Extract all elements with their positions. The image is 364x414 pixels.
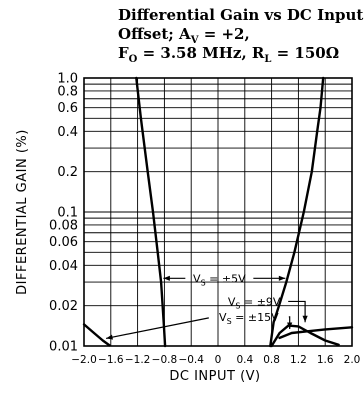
chart-title-line-1: Differential Gain vs DC Input xyxy=(118,6,363,24)
curve-vs15-right xyxy=(278,326,354,340)
x-tick-label: 1.6 xyxy=(317,354,334,366)
y-tick-label: 0.8 xyxy=(57,84,78,99)
x-tick-label: 1.2 xyxy=(290,354,307,366)
arrowhead xyxy=(163,275,170,281)
x-axis-label: DC INPUT (V) xyxy=(169,369,260,384)
y-tick-label: 1.0 xyxy=(57,72,78,87)
arrowhead xyxy=(302,315,308,323)
y-tick-label: 0.01 xyxy=(49,340,78,355)
x-tick-label: 2.0 xyxy=(344,354,361,366)
x-tick-label: 0.8 xyxy=(263,354,280,366)
y-tick-label: 0.1 xyxy=(57,206,78,221)
chart-title-line-2: Offset; AV = +2, xyxy=(118,25,250,46)
x-tick-label: −2.0 xyxy=(71,354,97,366)
y-tick-labels: 0.01 0.02 0.04 0.06 0.080.1 0.2 0.4 0.6 0.81.0 xyxy=(49,72,78,355)
curve-vs15-left xyxy=(82,323,111,347)
curve-vs9 xyxy=(270,324,340,348)
label-vs15: VS = ±15V xyxy=(219,311,279,326)
x-tick-label: −0.4 xyxy=(178,354,204,366)
y-tick-label: 0.04 xyxy=(49,259,78,274)
x-tick-label: 0.4 xyxy=(236,354,253,366)
x-tick-labels: −2.0 −1.6 −1.2 −0.8 −0.4 0 0.4 0.8 1.2 1.6 2.0 xyxy=(71,354,360,366)
curve-vs5-right xyxy=(269,76,325,348)
x-tick-label: 0 xyxy=(215,354,222,366)
curve-vs5-left xyxy=(135,76,167,348)
grid xyxy=(84,78,352,346)
leader-vs9 xyxy=(288,300,306,323)
y-axis-label: DIFFERENTIAL GAIN (%) xyxy=(15,129,30,295)
y-tick-label: 0.08 xyxy=(49,218,78,233)
arrowhead xyxy=(278,275,286,281)
arrowhead xyxy=(106,334,113,340)
x-tick-label: −0.8 xyxy=(152,354,178,366)
label-vs5: VS = ±5V xyxy=(193,272,246,287)
label-vs9: VS = ±9V xyxy=(228,295,281,310)
chart-title-line-3: FO = 3.58 MHz, RL = 150Ω xyxy=(118,44,339,65)
x-tick-label: −1.6 xyxy=(98,354,124,366)
y-tick-label: 0.06 xyxy=(49,235,78,250)
plot-border xyxy=(83,77,353,347)
x-tick-label: −1.2 xyxy=(125,354,151,366)
plot-frame xyxy=(83,77,353,347)
leader-vs15-left xyxy=(105,317,209,339)
y-tick-label: 0.02 xyxy=(49,299,78,314)
y-tick-label: 0.4 xyxy=(57,125,78,140)
y-tick-label: 0.2 xyxy=(57,165,78,180)
arrowhead xyxy=(287,322,293,330)
y-tick-label: 0.6 xyxy=(57,101,78,116)
curves xyxy=(82,76,354,348)
